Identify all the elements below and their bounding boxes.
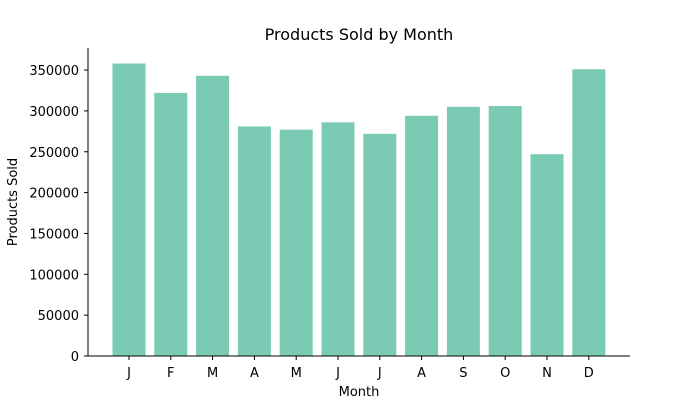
bar-9 <box>446 106 480 356</box>
bar-10 <box>488 106 522 356</box>
y-ticks: 0 50000 100000 150000 200000 250000 300000 3500… <box>29 64 88 365</box>
x-tick-label: D <box>584 366 594 381</box>
y-tick-label: 150000 <box>29 227 79 242</box>
y-tick-label: 50000 <box>38 309 79 324</box>
bar-3 <box>196 75 230 356</box>
x-tick-label: A <box>250 366 259 381</box>
bar-5 <box>279 129 313 356</box>
x-tick-label: F <box>167 366 174 381</box>
x-tick-label: A <box>417 366 426 381</box>
bar-7 <box>363 133 397 356</box>
bar-4 <box>237 126 271 357</box>
bars-layer <box>112 63 606 357</box>
chart-title: Products Sold by Month <box>265 25 454 44</box>
x-tick-label: J <box>335 366 340 381</box>
y-tick-label: 300000 <box>29 105 79 120</box>
x-axis-label: Month <box>339 385 380 400</box>
bar-2 <box>154 92 188 357</box>
x-tick-label: O <box>500 366 510 381</box>
y-axis-label: Products Sold <box>6 158 21 246</box>
x-tick-label: J <box>126 366 131 381</box>
x-tick-label: J <box>377 366 382 381</box>
bar-8 <box>405 115 439 356</box>
bar-11 <box>530 154 564 356</box>
x-tick-label: M <box>291 366 302 381</box>
bar-1 <box>112 63 146 357</box>
bar-6 <box>321 122 355 356</box>
axes-layer <box>87 48 630 357</box>
x-tick-label: S <box>459 366 467 381</box>
y-tick-label: 200000 <box>29 187 79 202</box>
y-tick-label: 250000 <box>29 146 79 161</box>
x-tick-label: N <box>542 366 552 381</box>
y-tick-label: 350000 <box>29 64 79 79</box>
y-tick-label: 0 <box>71 350 79 365</box>
bar-12 <box>572 69 606 357</box>
y-tick-label: 100000 <box>29 268 79 283</box>
x-tick-label: M <box>207 366 218 381</box>
